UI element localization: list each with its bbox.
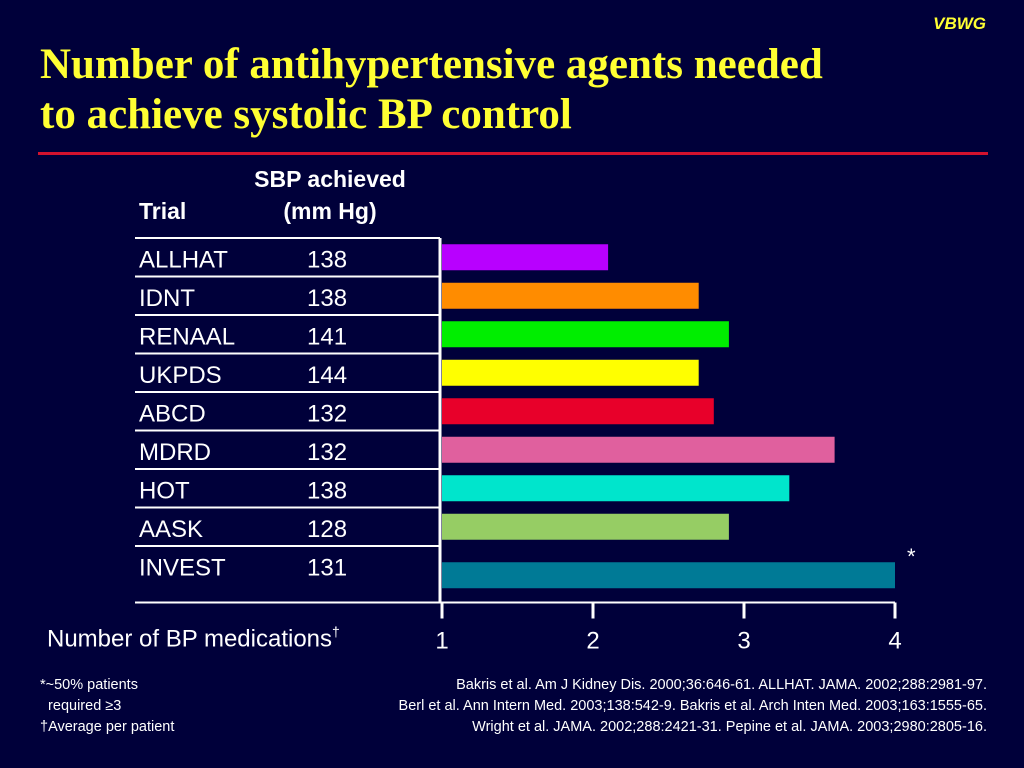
bar (442, 398, 714, 425)
sbp-value-label: 131 (307, 554, 347, 581)
bar (442, 562, 895, 589)
x-tick-label: 2 (586, 628, 599, 655)
trial-label: RENAAL (139, 323, 235, 350)
bar (442, 282, 699, 309)
trial-label: UKPDS (139, 362, 222, 389)
bar (442, 513, 729, 540)
sbp-value-label: 132 (307, 439, 347, 466)
sbp-value-label: 128 (307, 516, 347, 543)
trial-label: HOT (139, 477, 190, 504)
slide-title: Number of antihypertensive agents needed… (40, 40, 1000, 140)
x-tick-label: 1 (435, 628, 448, 655)
sbp-header-line-2: (mm Hg) (283, 198, 377, 224)
sbp-value-label: 132 (307, 400, 347, 427)
footnote-line: †Average per patient (40, 719, 175, 735)
trial-column-header: Trial (139, 198, 187, 224)
x-axis-label: Number of BP medications† (47, 624, 340, 653)
trial-label: ALLHAT (139, 246, 228, 273)
reference-line: Berl et al. Ann Intern Med. 2003;138:542… (398, 698, 987, 714)
sbp-value-label: 138 (307, 477, 347, 504)
sbp-value-label: 138 (307, 285, 347, 312)
x-axis-label-dagger: † (332, 624, 340, 640)
trial-label: ABCD (139, 400, 206, 427)
title-divider (38, 152, 988, 155)
sbp-header-line-1: SBP achieved (254, 166, 406, 192)
brand-logo-text: VBWG (933, 14, 986, 33)
sbp-value-label: 144 (307, 362, 347, 389)
footnotes: *~50% patients required ≥3 †Average per … (40, 675, 174, 738)
bar (442, 436, 835, 463)
reference-line: Wright et al. JAMA. 2002;288:2421-31. Pe… (472, 719, 987, 735)
x-tick-label: 4 (888, 628, 901, 655)
title-line-1: Number of antihypertensive agents needed (40, 41, 823, 88)
bar (442, 359, 699, 386)
title-line-2: to achieve systolic BP control (40, 91, 572, 138)
sbp-value-label: 138 (307, 246, 347, 273)
trial-label: MDRD (139, 439, 211, 466)
bar (442, 475, 790, 502)
sbp-column-header: SBP achieved (mm Hg) (232, 163, 428, 227)
footnote-line: required ≥3 (40, 698, 122, 714)
bar (442, 321, 729, 348)
sbp-value-label: 141 (307, 323, 347, 350)
asterisk-annotation: * (907, 544, 916, 569)
references: Bakris et al. Am J Kidney Dis. 2000;36:6… (399, 675, 987, 738)
trial-label: INVEST (139, 554, 226, 581)
x-tick-label: 3 (737, 628, 750, 655)
trial-label: AASK (139, 516, 203, 543)
reference-line: Bakris et al. Am J Kidney Dis. 2000;36:6… (456, 677, 987, 693)
footnote-line: *~50% patients (40, 677, 138, 693)
trial-label: IDNT (139, 285, 195, 312)
bar (442, 244, 609, 271)
